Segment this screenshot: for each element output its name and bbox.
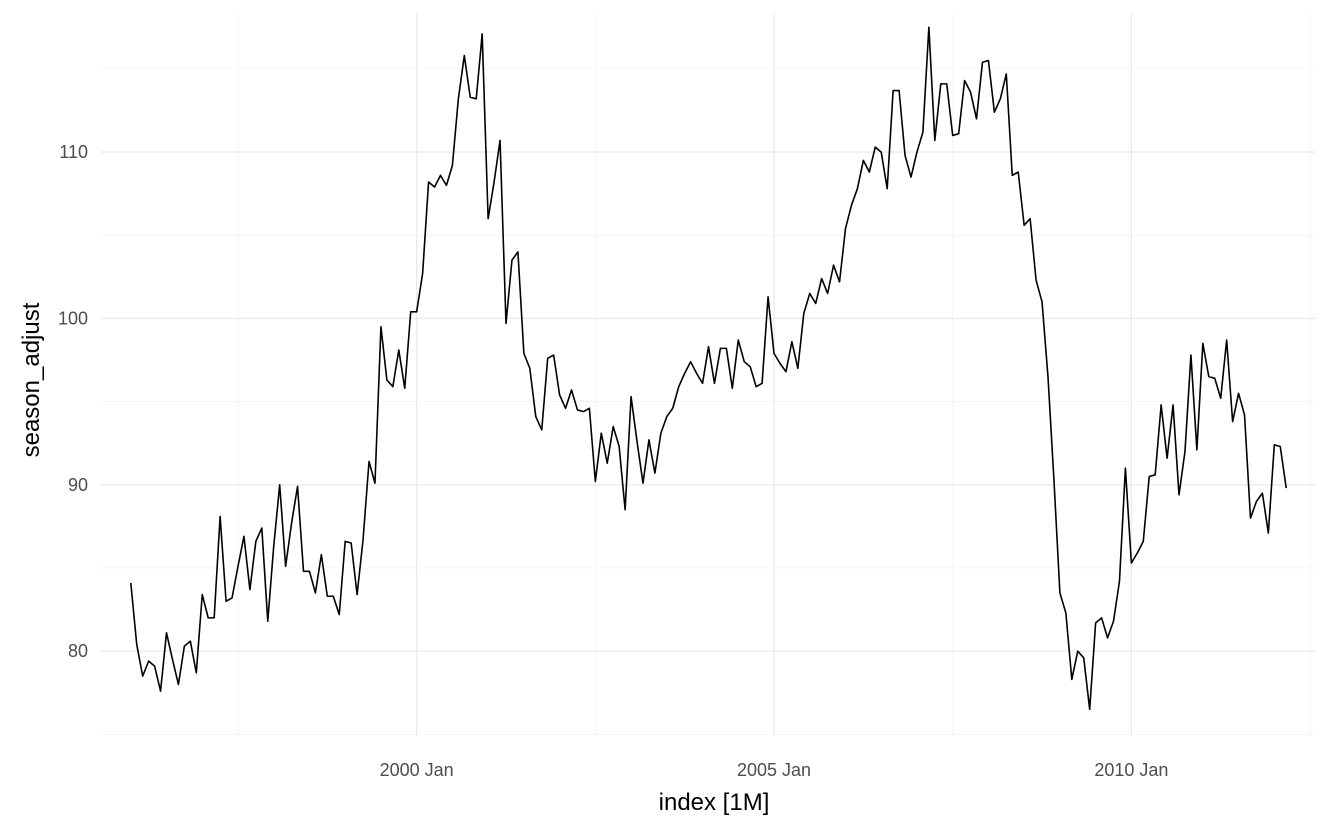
y-tick-label-90: 90 — [68, 475, 88, 495]
x-tick-label-2000-Jan: 2000 Jan — [380, 760, 454, 780]
x-tick-label-2005-Jan: 2005 Jan — [737, 760, 811, 780]
x-axis-tick-labels: 2000 Jan 2005 Jan 2010 Jan — [380, 760, 1169, 780]
x-tick-label-2010-Jan: 2010 Jan — [1094, 760, 1168, 780]
y-axis-tick-labels: 80 90 100 110 — [58, 142, 88, 661]
x-axis-title: index [1M] — [659, 789, 770, 816]
series-line-season-adjust — [129, 26, 1288, 711]
y-tick-label-100: 100 — [58, 308, 88, 328]
major-gridlines-x — [415, 14, 1133, 736]
y-axis-title: season_adjust — [18, 302, 45, 457]
minor-gridlines-y — [101, 68, 1316, 735]
y-tick-label-110: 110 — [59, 142, 88, 162]
y-tick-label-80: 80 — [68, 641, 88, 661]
major-gridlines-y — [101, 151, 1316, 652]
